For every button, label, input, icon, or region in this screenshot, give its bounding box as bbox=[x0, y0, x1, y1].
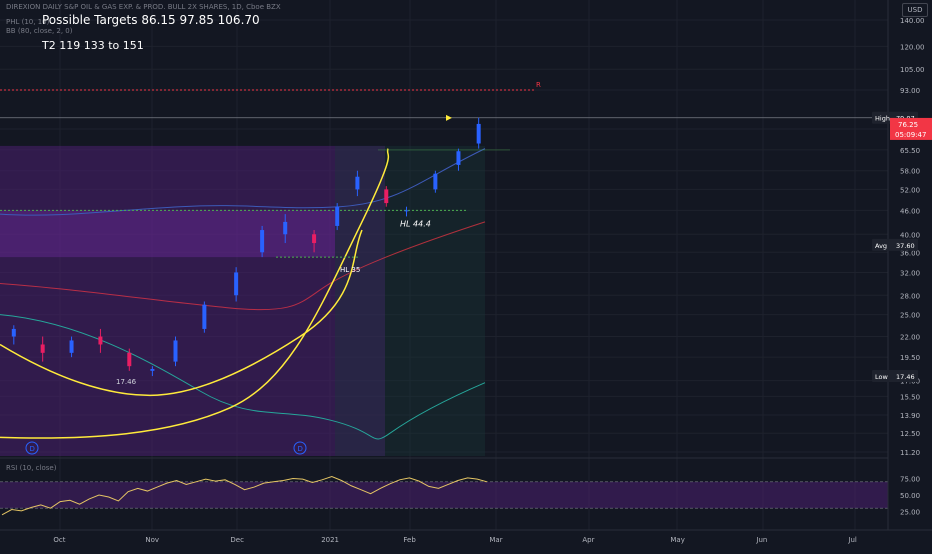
currency-button[interactable]: USD bbox=[902, 3, 928, 17]
time-tick-label: Dec bbox=[230, 536, 244, 544]
price-tick-label: 22.00 bbox=[900, 334, 920, 342]
indicator-bb-label[interactable]: BB (80, close, 2, 0) bbox=[6, 27, 73, 35]
candle-body bbox=[11, 328, 16, 337]
rsi-line bbox=[1, 475, 488, 516]
price-tick-label: 15.50 bbox=[900, 393, 920, 401]
avg-badge-label: Avg bbox=[875, 242, 887, 250]
time-tick-label: 2021 bbox=[321, 536, 339, 544]
hl-44-label: HL 44.4 bbox=[400, 219, 431, 228]
high-badge-label: High bbox=[875, 115, 890, 123]
r-marker: R bbox=[536, 81, 541, 89]
candle-body bbox=[404, 210, 409, 212]
last-price-bg bbox=[890, 117, 932, 140]
time-tick-label: Feb bbox=[403, 536, 416, 544]
price-tick-label: 65.50 bbox=[900, 147, 920, 155]
low-annotation: 17.46 bbox=[116, 378, 137, 386]
targets-annotation: Possible Targets 86.15 97.85 106.70 bbox=[42, 13, 260, 27]
hl-35-label: HL 35 bbox=[340, 266, 360, 274]
price-tick-label: 32.00 bbox=[900, 269, 920, 277]
time-tick-label: Jun bbox=[755, 536, 767, 544]
low-badge-value: 17.46 bbox=[896, 373, 915, 381]
price-tick-label: 28.00 bbox=[900, 292, 920, 300]
symbol-title: DIREXION DAILY S&P OIL & GAS EXP. & PROD… bbox=[6, 3, 281, 11]
candle-body bbox=[476, 123, 481, 144]
time-tick-label: Apr bbox=[582, 536, 594, 544]
dividend-marker-label: D bbox=[30, 445, 35, 453]
low-badge-bg bbox=[872, 370, 918, 383]
price-tick-label: 36.00 bbox=[900, 249, 920, 257]
rsi-title: RSI (10, close) bbox=[6, 464, 57, 472]
last-price-label: 76.25 bbox=[898, 121, 918, 129]
candle-body bbox=[283, 221, 288, 235]
t2-annotation: T2 119 133 to 151 bbox=[42, 39, 144, 52]
price-tick-label: 25.00 bbox=[900, 312, 920, 320]
candle-body bbox=[433, 173, 438, 190]
candle-body bbox=[234, 272, 239, 296]
rsi-tick-label: 50.00 bbox=[900, 492, 920, 500]
dividend-marker-label: D bbox=[298, 445, 303, 453]
candle-body bbox=[456, 151, 461, 165]
price-tick-label: 40.00 bbox=[900, 231, 920, 239]
low-badge-label: Low bbox=[875, 373, 888, 381]
price-tick-label: 105.00 bbox=[900, 66, 925, 74]
time-tick-label: May bbox=[670, 536, 684, 544]
candle-body bbox=[260, 230, 265, 253]
price-tick-label: 13.90 bbox=[900, 412, 920, 420]
candle-body bbox=[69, 340, 74, 353]
avg-badge-value: 37.60 bbox=[896, 242, 915, 250]
purple-zone bbox=[0, 145, 385, 456]
price-tick-label: 58.00 bbox=[900, 168, 920, 176]
price-axis-bg bbox=[888, 0, 932, 550]
rsi-tick-label: 25.00 bbox=[900, 509, 920, 517]
time-tick-label: Mar bbox=[489, 536, 502, 544]
candle-body bbox=[173, 340, 178, 362]
ma-line bbox=[0, 221, 486, 311]
price-tick-label: 19.50 bbox=[900, 354, 920, 362]
dividend-marker[interactable] bbox=[25, 441, 39, 455]
bb-lower-line bbox=[0, 314, 486, 440]
price-tick-label: 140.00 bbox=[900, 17, 925, 25]
candle-body bbox=[150, 368, 155, 371]
indicator-phl-label[interactable]: PHL (10, 10) bbox=[6, 18, 50, 26]
price-tick-label: 52.00 bbox=[900, 186, 920, 194]
candle-body bbox=[312, 234, 317, 244]
arrow-icon bbox=[446, 114, 452, 121]
avg-badge-bg bbox=[872, 238, 918, 251]
price-tick-label: 120.00 bbox=[900, 43, 925, 51]
bb-shade bbox=[335, 145, 485, 456]
candle-body bbox=[335, 206, 340, 226]
candle-body bbox=[40, 344, 45, 353]
candle-body bbox=[98, 336, 103, 345]
cup-curve-inner bbox=[0, 229, 363, 397]
candle-body bbox=[384, 189, 389, 204]
bb-upper-line bbox=[0, 148, 486, 216]
time-tick-label: Nov bbox=[145, 536, 159, 544]
price-tick-label: 12.50 bbox=[900, 430, 920, 438]
rsi-tick-label: 75.00 bbox=[900, 476, 920, 484]
price-tick-label: 11.20 bbox=[900, 449, 920, 457]
price-tick-label: 93.00 bbox=[900, 87, 920, 95]
candle-body bbox=[355, 176, 360, 190]
price-tick-label: 46.00 bbox=[900, 207, 920, 215]
time-tick-label: Oct bbox=[53, 536, 65, 544]
time-tick-label: Jul bbox=[847, 536, 857, 544]
candle-body bbox=[127, 352, 132, 367]
candle-body bbox=[202, 304, 207, 329]
cup-curve-outer bbox=[0, 148, 390, 439]
dividend-marker[interactable] bbox=[293, 441, 307, 455]
countdown-label: 05:09:47 bbox=[895, 131, 926, 139]
purple-zone-inner bbox=[0, 210, 335, 258]
